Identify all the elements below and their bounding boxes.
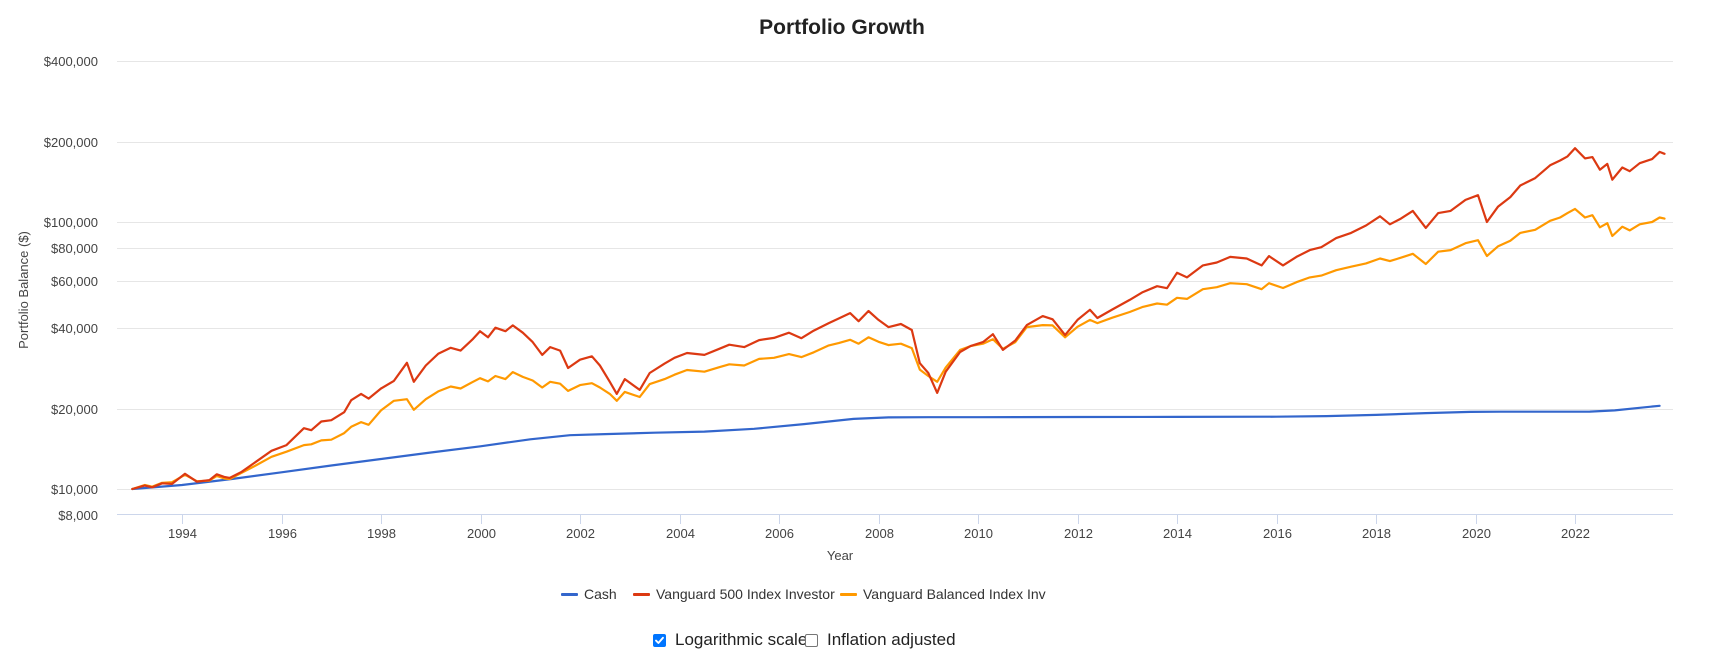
- x-tick-label: 1996: [268, 526, 297, 541]
- y-tick-label: $20,000: [51, 402, 98, 417]
- log-scale-option[interactable]: Logarithmic scale: [653, 630, 807, 650]
- x-tick-label: 2016: [1263, 526, 1292, 541]
- legend-item-vanguard-500[interactable]: Vanguard 500 Index Investor: [633, 586, 835, 602]
- x-tick-label: 2008: [865, 526, 894, 541]
- x-axis-ticks: 1994 1996 1998 2000 2002 2004 2006 2008 2010 2012…: [168, 514, 1590, 541]
- x-tick-label: 2010: [964, 526, 993, 541]
- legend-label: Vanguard Balanced Index Inv: [863, 586, 1046, 602]
- legend-item-vanguard-balanced[interactable]: Vanguard Balanced Index Inv: [840, 586, 1046, 602]
- chart-legend: Cash Vanguard 500 Index Investor Vanguar…: [0, 586, 1726, 606]
- checkmark-icon: [655, 636, 664, 644]
- series-line-vanguard-balanced-index-inv[interactable]: [131, 207, 1666, 491]
- inflation-adjusted-checkbox[interactable]: [805, 633, 818, 647]
- x-tick-label: 2004: [666, 526, 695, 541]
- x-tick-label: 2018: [1362, 526, 1391, 541]
- x-tick-label: 1994: [168, 526, 197, 541]
- y-tick-label: $80,000: [51, 241, 98, 256]
- legend-label: Cash: [584, 586, 617, 602]
- legend-item-cash[interactable]: Cash: [561, 586, 617, 602]
- x-axis-title: Year: [827, 548, 854, 563]
- x-tick-label: 2000: [467, 526, 496, 541]
- y-tick-label: $200,000: [44, 135, 98, 150]
- x-tick-label: 2014: [1163, 526, 1192, 541]
- x-tick-label: 1998: [367, 526, 396, 541]
- series-line-vanguard-500-index-investor[interactable]: [131, 147, 1666, 491]
- y-axis-ticks: $8,000 $10,000 $20,000 $40,000 $60,000 $80,00…: [44, 54, 98, 523]
- y-tick-label: $40,000: [51, 321, 98, 336]
- y-axis-title: Portfolio Balance ($): [16, 231, 31, 349]
- chart-title: Portfolio Growth: [759, 16, 925, 39]
- y-tick-label: $100,000: [44, 215, 98, 230]
- y-tick-label: $400,000: [44, 54, 98, 69]
- log-scale-checkbox[interactable]: [653, 633, 666, 647]
- y-tick-label: $8,000: [58, 508, 98, 523]
- log-scale-label: Logarithmic scale: [675, 630, 808, 649]
- inflation-adjusted-option[interactable]: Inflation adjusted: [805, 630, 956, 650]
- x-tick-label: 2020: [1462, 526, 1491, 541]
- inflation-adjusted-label: Inflation adjusted: [827, 630, 956, 649]
- series-lines: [131, 147, 1666, 491]
- x-tick-label: 2002: [566, 526, 595, 541]
- legend-swatch-vanguard-balanced: [840, 592, 857, 596]
- legend-swatch-cash: [561, 592, 578, 596]
- y-tick-label: $60,000: [51, 274, 98, 289]
- series-line-cash[interactable]: [131, 404, 1661, 491]
- legend-label: Vanguard 500 Index Investor: [656, 586, 835, 602]
- x-tick-label: 2012: [1064, 526, 1093, 541]
- y-tick-label: $10,000: [51, 482, 98, 497]
- legend-swatch-vanguard-500: [633, 592, 650, 596]
- gridlines: [117, 61, 1673, 490]
- x-tick-label: 2006: [765, 526, 794, 541]
- x-tick-label: 2022: [1561, 526, 1590, 541]
- chart-options: Logarithmic scale Inflation adjusted: [0, 630, 1726, 654]
